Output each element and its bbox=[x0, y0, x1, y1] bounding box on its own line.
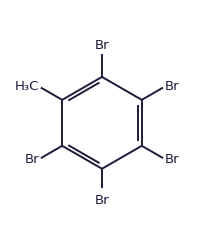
Text: Br: Br bbox=[165, 153, 179, 166]
Text: Br: Br bbox=[95, 194, 109, 207]
Text: Br: Br bbox=[95, 39, 109, 52]
Text: Br: Br bbox=[24, 153, 39, 166]
Text: Br: Br bbox=[165, 80, 179, 93]
Text: H₃C: H₃C bbox=[15, 80, 39, 93]
